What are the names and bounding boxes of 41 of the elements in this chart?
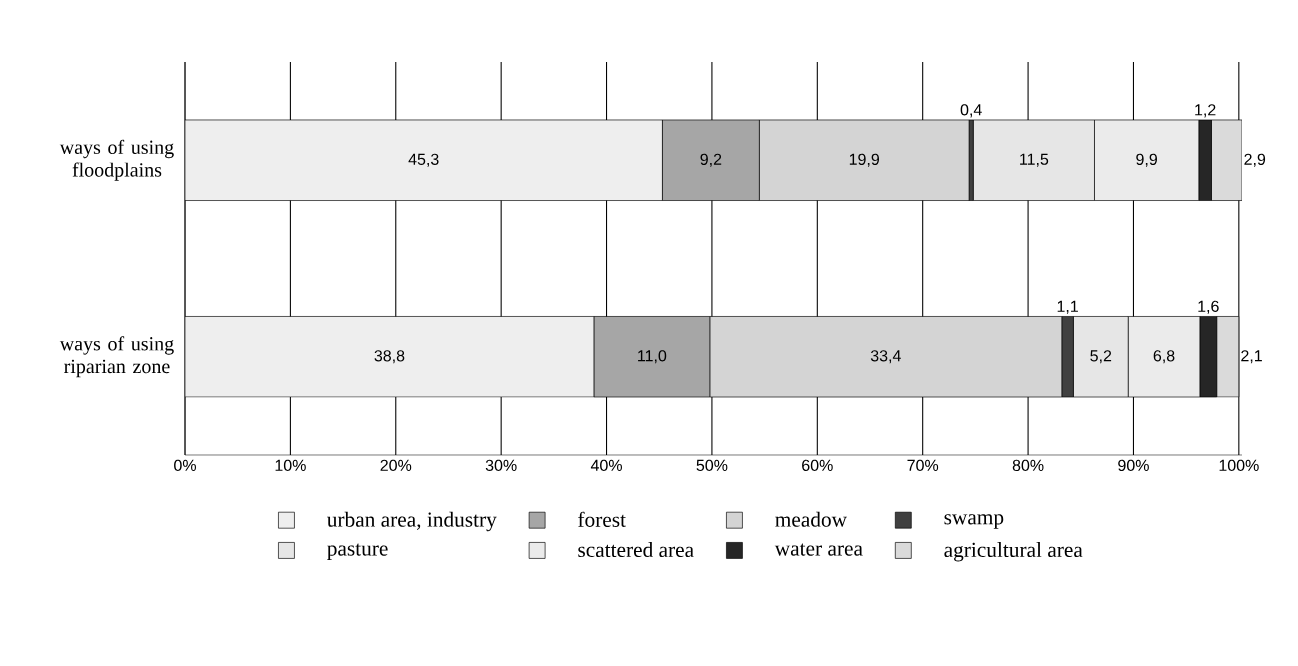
x-tick-label: 80% [1012, 459, 1044, 472]
legend-label: agricultural area [944, 542, 1083, 562]
x-tick-label: 100% [1219, 459, 1259, 472]
data-label: 38,8 [374, 350, 405, 364]
x-tick-label: 90% [1118, 459, 1149, 472]
data-label: 9,2 [700, 153, 722, 167]
legend-label: scattered area [578, 542, 694, 558]
data-label: 33,4 [870, 350, 901, 364]
data-label: 1,2 [1195, 104, 1216, 118]
bar [1216, 316, 1240, 398]
data-label: 11,0 [638, 350, 667, 364]
data-label: 6,8 [1153, 350, 1175, 364]
x-tick-label: 70% [907, 459, 939, 472]
x-tick-label: 30% [485, 459, 517, 472]
data-label: 9,9 [1136, 153, 1157, 167]
data-label: 11,5 [1020, 153, 1049, 167]
bar [185, 316, 595, 398]
legend-label: swamp [944, 514, 1004, 529]
data-label: 5,2 [1090, 350, 1112, 364]
x-tick-label: 20% [380, 459, 412, 472]
legend-label: urban area, industry [327, 511, 497, 532]
data-label: 1,1 [1057, 300, 1078, 314]
x-tick-label: 10% [275, 459, 306, 472]
bar [185, 119, 663, 201]
data-label: 2,9 [1244, 153, 1266, 167]
data-label: 45,3 [408, 153, 439, 167]
legend-label: water area [774, 543, 863, 556]
data-label: 19,9 [849, 153, 880, 167]
y-tick-label: ways of using riparian zone [59, 336, 174, 378]
x-tick-label: 0% [174, 459, 196, 472]
legend-label: pasture [327, 543, 388, 560]
bar [1211, 119, 1242, 201]
data-label: 0,4 [960, 104, 982, 118]
y-tick-label: ways of using floodplains [59, 139, 174, 181]
x-tick-label: 50% [696, 459, 728, 472]
data-label: 1,6 [1198, 300, 1219, 314]
legend-label: forest [578, 511, 626, 527]
legend-label: meadow [775, 511, 847, 527]
x-tick-label: 60% [802, 459, 833, 472]
data-label: 2,1 [1241, 350, 1262, 364]
x-tick-label: 40% [590, 459, 622, 472]
